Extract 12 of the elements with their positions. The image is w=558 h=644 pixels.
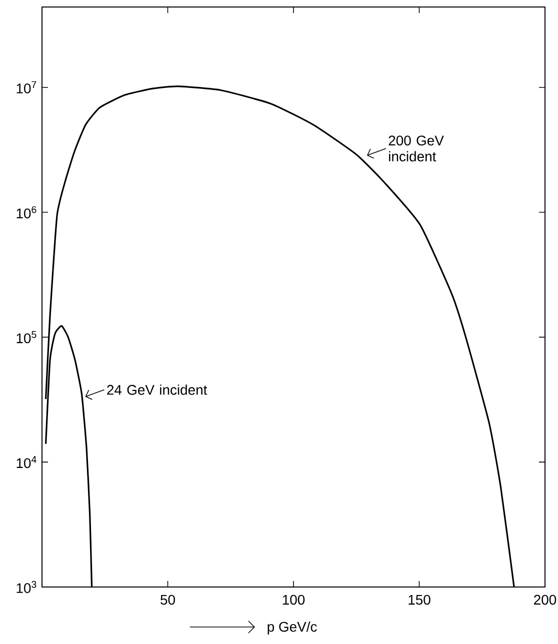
y-tick-label: 10$^{3}$: [16, 580, 36, 594]
y-tick-label: 10$^{7}$: [16, 81, 36, 94]
x-tick-label: 150: [408, 594, 430, 605]
annotation: 200 GeV incident: [388, 136, 444, 162]
x-tick-label: 100: [282, 594, 305, 605]
annotation: 24 GeV incident: [107, 384, 208, 395]
x-axis-title: p GeV/c: [268, 621, 317, 634]
y-tick-label: 10$^{6}$: [16, 206, 36, 218]
y-tick-label: 10$^{4}$: [16, 456, 36, 468]
x-tick-label: 50: [160, 594, 175, 605]
y-tick-label: 10$^{5}$: [16, 331, 36, 344]
x-tick-label: 200: [534, 594, 556, 605]
